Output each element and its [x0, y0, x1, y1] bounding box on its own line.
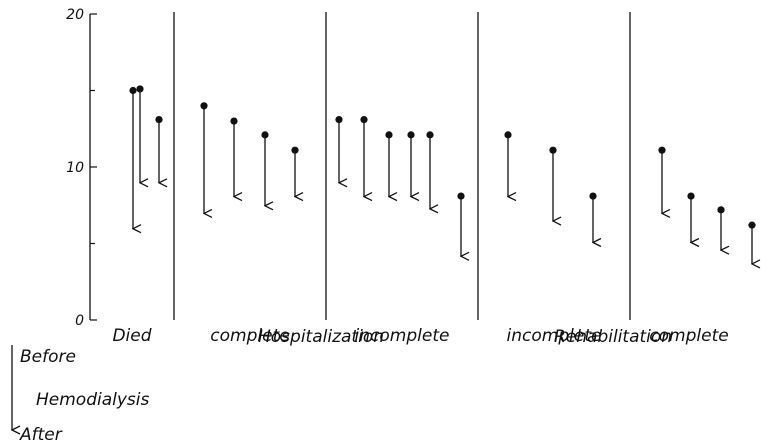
before-point-3-5: [426, 131, 434, 139]
group-label-4: incomplete: [507, 326, 602, 346]
before-point-5-3: [717, 206, 725, 214]
before-point-1-2: [129, 86, 137, 95]
before-point-3-2: [360, 115, 368, 124]
group-label-5: complete: [649, 326, 728, 346]
before-point-4-3: [589, 192, 597, 200]
group-label-3: incomplete: [355, 326, 450, 346]
before-point-2-2: [230, 117, 238, 125]
category-label-rehabilitation: Rehabilitation: [554, 327, 672, 347]
before-point-5-2: [687, 192, 695, 200]
before-point-3-1: [335, 115, 343, 124]
legend-hemodialysis: Hemodialysis: [36, 390, 149, 410]
text-labels: Hospitalization Rehabilitation Before He…: [12, 327, 672, 445]
marks: Died complete incomplete incomplete complete: [112, 85, 755, 346]
axes: 0 10 20: [66, 7, 631, 329]
before-point-2-4: [291, 146, 299, 154]
before-point-3-6: [457, 192, 465, 200]
before-point-5-1: [658, 146, 666, 154]
y-tick-label-0: 0: [75, 313, 84, 329]
legend-after: After: [19, 425, 63, 445]
before-point-3-3: [385, 131, 393, 139]
y-tick-label-10: 10: [66, 160, 84, 176]
before-point-4-2: [549, 146, 557, 154]
before-point-1-1: [136, 85, 144, 93]
before-point-2-1: [200, 102, 208, 110]
before-point-1-3: [155, 115, 163, 124]
before-point-4-1: [504, 131, 512, 139]
group-label-1: Died: [112, 326, 151, 346]
legend-before: Before: [20, 347, 76, 367]
before-point-2-3: [261, 131, 269, 139]
before-point-5-4: [748, 221, 756, 229]
category-label-hospitalization: Hospitalization: [258, 327, 384, 347]
before-point-3-4: [407, 131, 415, 139]
group-label-2: complete: [210, 326, 289, 346]
y-tick-label-20: 20: [66, 7, 84, 23]
